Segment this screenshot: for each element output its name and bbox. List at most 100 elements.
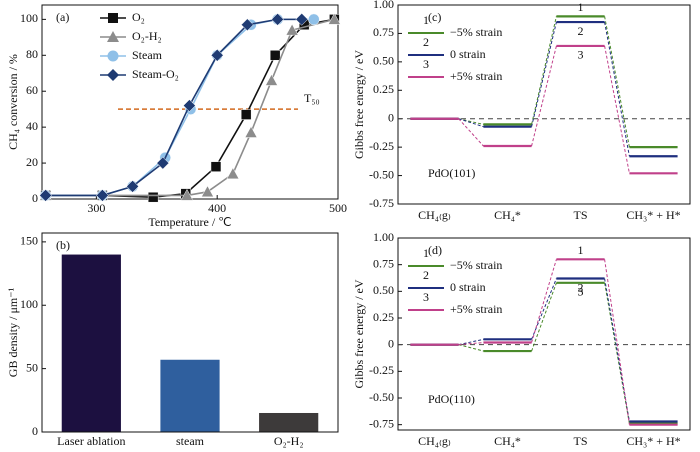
y-axis-label: CH₄ conversion / % [6, 54, 20, 150]
panel-note: PdO(110) [428, 392, 475, 406]
level-label: 2 [578, 280, 584, 294]
x-tick-label: CH₄* [494, 208, 521, 222]
x-tick-label: 500 [329, 201, 347, 215]
x-tick-label: CH₃* + H* [626, 208, 680, 222]
legend-label: +5% strain [450, 69, 502, 83]
y-tick-label: 1.00 [373, 230, 394, 244]
x-tick-label: 300 [87, 201, 105, 215]
marker [241, 18, 254, 32]
marker [39, 189, 52, 202]
marker [210, 48, 224, 62]
panel-label: (d) [428, 243, 442, 257]
reference-label: T₅₀ [304, 91, 320, 105]
y-tick-label: 0 [32, 424, 38, 438]
marker [308, 13, 320, 26]
x-tick-label: CH₄* [494, 434, 521, 448]
connector [604, 16, 630, 148]
connector [604, 282, 630, 424]
marker [240, 109, 252, 120]
connector [531, 16, 557, 125]
connector [604, 278, 630, 422]
series-line [45, 18, 335, 197]
y-axis-label: Gibbs free energy / eV [352, 50, 366, 159]
connector [604, 259, 630, 425]
level-label: 2 [578, 24, 584, 38]
legend-number: 2 [423, 35, 429, 49]
x-tick-label: CH₃* + H* [626, 434, 680, 448]
connector [531, 282, 557, 352]
bar [160, 359, 220, 432]
y-tick-label: 0 [388, 336, 394, 350]
legend-label: −5% strain [450, 25, 502, 39]
legend-number: 3 [423, 57, 429, 71]
legend-number: 2 [423, 268, 429, 282]
y-tick-label: 100 [20, 297, 38, 311]
x-tick-label: CH₄₍g₎ [418, 208, 451, 222]
marker [107, 50, 119, 62]
panel-label: (c) [428, 10, 441, 24]
y-axis-label: Gibbs free energy / eV [352, 279, 366, 388]
marker [107, 69, 119, 81]
legend-label: O₂-H₂ [132, 29, 162, 43]
marker [108, 13, 118, 23]
series-line [45, 18, 302, 197]
plot-frame [41, 232, 339, 433]
y-tick-label: 80 [26, 47, 38, 61]
connector [458, 344, 484, 352]
x-tick-label: TS [573, 208, 587, 222]
connector [458, 118, 484, 128]
connector [531, 278, 557, 340]
y-tick-label: -0.75 [369, 196, 394, 210]
connector [604, 21, 630, 157]
y-axis-label: GB density / μm⁻¹ [6, 287, 20, 377]
marker [96, 189, 109, 202]
y-tick-label: 40 [26, 119, 38, 133]
y-tick-label: 1.00 [373, 0, 394, 11]
y-tick-label: 50 [26, 360, 38, 374]
y-tick-label: -0.25 [369, 363, 394, 377]
x-tick-label: 400 [208, 201, 226, 215]
y-tick-label: 0.25 [373, 310, 394, 324]
marker [210, 161, 222, 172]
marker [269, 50, 281, 61]
y-tick-label: 0.50 [373, 54, 394, 68]
marker [107, 31, 119, 42]
plot-frame [397, 4, 691, 205]
legend-label: +5% strain [450, 302, 502, 316]
y-tick-label: 150 [20, 234, 38, 248]
level-label: 1 [578, 0, 584, 14]
marker [265, 73, 278, 86]
marker [327, 12, 341, 25]
marker [285, 23, 299, 36]
y-tick-label: 0.50 [373, 283, 394, 297]
y-tick-label: 100 [20, 11, 38, 25]
connector [531, 21, 557, 127]
panel-note: PdO(101) [428, 166, 475, 180]
y-tick-label: 0 [32, 191, 38, 205]
x-tick-label: TS [573, 434, 587, 448]
legend-number: 3 [423, 290, 429, 304]
marker [126, 180, 139, 193]
x-tick-label: O₂-H₂ [274, 434, 304, 448]
level-label: 1 [578, 243, 584, 257]
legend-label: 0 strain [450, 47, 486, 61]
legend-number: 1 [423, 246, 429, 260]
marker [295, 13, 309, 26]
level-label: 3 [578, 285, 584, 299]
connector [458, 342, 484, 346]
marker [183, 99, 196, 112]
y-tick-label: 60 [26, 83, 38, 97]
bar [61, 254, 121, 432]
marker [244, 126, 258, 138]
panel-label: (a) [56, 10, 69, 24]
legend-label: 0 strain [450, 280, 486, 294]
connector [458, 338, 484, 346]
y-tick-label: 0.25 [373, 82, 394, 96]
connector [531, 45, 557, 147]
legend-label: Steam-O₂ [132, 67, 179, 81]
x-tick-label: steam [176, 434, 205, 448]
x-tick-label: Laser ablation [57, 434, 125, 448]
y-tick-label: 20 [26, 155, 38, 169]
marker [180, 188, 194, 201]
connector [531, 259, 557, 343]
